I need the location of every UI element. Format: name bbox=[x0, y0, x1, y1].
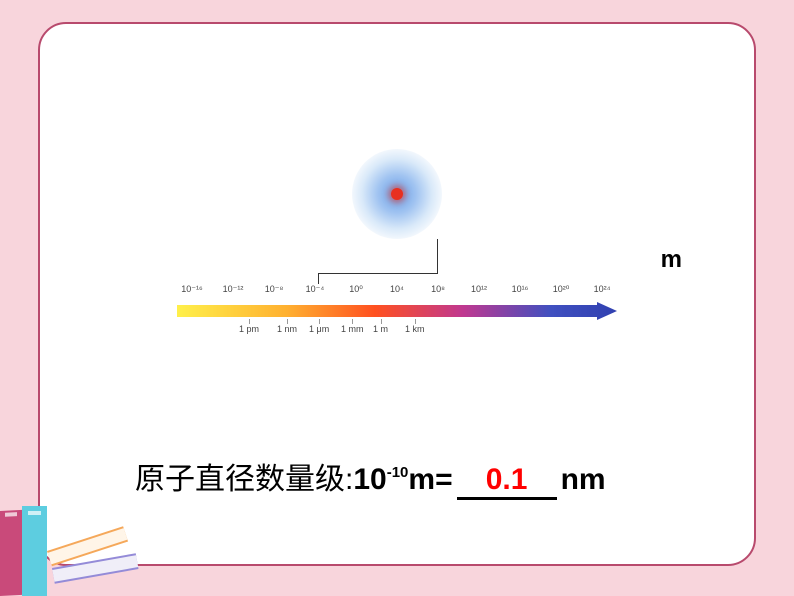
content-frame: m 10⁻¹⁶ 10⁻¹² 10⁻⁸ 10⁻⁴ 10⁰ 10⁴ 10⁸ 10¹² 10¹⁶ 10²… bbox=[38, 22, 756, 566]
scale-unit-label: 1 mm bbox=[341, 324, 364, 334]
scale-unit-label: 1 pm bbox=[239, 324, 259, 334]
scale-tick-label: 10⁻¹² bbox=[218, 284, 248, 298]
equation-unit-before: m= bbox=[408, 463, 452, 497]
scale-tick-label: 10⁴ bbox=[382, 284, 412, 298]
atom-diagram bbox=[352, 149, 442, 239]
equation-unit-after: nm bbox=[561, 463, 606, 497]
scale-gradient-arrow bbox=[177, 302, 617, 320]
equation-label: 原子直径数量级: bbox=[135, 454, 353, 498]
equation-text: 原子直径数量级: 10 -10 m= 0.1 nm bbox=[135, 454, 606, 500]
scale-tick-label: 10²⁴ bbox=[587, 284, 617, 298]
scale-tick-label: 10⁻⁴ bbox=[300, 284, 330, 298]
scale-unit-label: 1 km bbox=[405, 324, 425, 334]
scale-unit-label: 1 m bbox=[373, 324, 388, 334]
equation-base: 10 bbox=[353, 463, 386, 497]
books-decoration bbox=[0, 501, 150, 596]
equation-exponent: -10 bbox=[387, 464, 409, 481]
scale-tick-label: 10⁻⁸ bbox=[259, 284, 289, 298]
scale-unit-label: 1 nm bbox=[277, 324, 297, 334]
scale-tick-label: 10²⁰ bbox=[546, 284, 576, 298]
scale-tick-label: 10⁰ bbox=[341, 284, 371, 298]
atom-nucleus bbox=[391, 188, 403, 200]
scale-unit-label: 1 μm bbox=[309, 324, 329, 334]
scale-exponent-labels: 10⁻¹⁶ 10⁻¹² 10⁻⁸ 10⁻⁴ 10⁰ 10⁴ 10⁸ 10¹² 10¹⁶ 10²⁰ 1… bbox=[177, 284, 617, 298]
axis-unit-label: m bbox=[661, 246, 682, 274]
magnitude-scale: 10⁻¹⁶ 10⁻¹² 10⁻⁸ 10⁻⁴ 10⁰ 10⁴ 10⁸ 10¹² 10¹⁶ 10²⁰ 1… bbox=[177, 284, 617, 364]
scale-tick-label: 10¹² bbox=[464, 284, 494, 298]
scale-tick-label: 10⁸ bbox=[423, 284, 453, 298]
pointer-bracket bbox=[318, 239, 438, 284]
equation-answer: 0.1 bbox=[457, 463, 557, 500]
scale-tick-label: 10⁻¹⁶ bbox=[177, 284, 207, 298]
scale-tick-label: 10¹⁶ bbox=[505, 284, 535, 298]
